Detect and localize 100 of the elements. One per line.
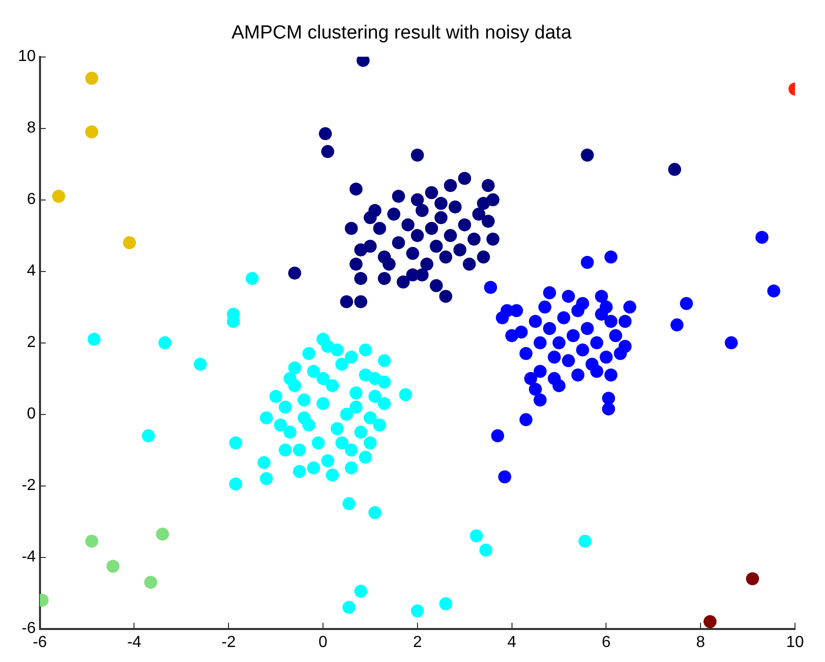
point (704, 615, 717, 628)
x-tick-label: 8 (696, 634, 706, 651)
point (350, 182, 363, 196)
point (528, 314, 542, 328)
point (482, 214, 495, 228)
point (618, 340, 632, 353)
x-tick-label: -4 (127, 634, 142, 651)
point (500, 304, 514, 318)
point (755, 230, 768, 244)
point (746, 572, 760, 586)
point (472, 208, 486, 221)
x-tick-label: 6 (602, 634, 611, 651)
point (354, 272, 368, 285)
point (378, 250, 391, 264)
point (528, 382, 542, 396)
point (505, 329, 518, 342)
point (458, 218, 472, 232)
point (430, 240, 443, 253)
point (468, 232, 481, 246)
point (425, 186, 438, 200)
chart-title: AMPCM clustering result with noisy data (231, 22, 572, 44)
point (623, 300, 636, 314)
point (484, 280, 498, 294)
point (534, 364, 547, 378)
point (519, 413, 532, 426)
point (580, 148, 594, 162)
point (519, 347, 532, 360)
y-tick-label: 10 (18, 48, 36, 66)
point (576, 296, 590, 310)
point (609, 329, 622, 342)
point (580, 322, 594, 335)
point (439, 290, 452, 303)
point (416, 268, 429, 282)
y-tick-label: 8 (26, 120, 36, 137)
point (392, 190, 406, 203)
x-tick-label: 0 (318, 634, 328, 651)
point (416, 204, 429, 218)
point (604, 250, 618, 264)
point (106, 560, 120, 573)
point (602, 392, 616, 405)
point (354, 243, 368, 256)
point (430, 279, 443, 292)
point (410, 193, 424, 206)
point (590, 336, 604, 350)
point (604, 314, 618, 328)
point (566, 329, 580, 342)
y-tick-label: 0 (26, 406, 36, 423)
point (543, 322, 556, 335)
point (538, 300, 552, 314)
point (618, 314, 632, 328)
point (562, 354, 575, 368)
point (476, 250, 490, 264)
point (288, 266, 302, 280)
point (420, 258, 434, 271)
y-tick-label: 2 (26, 334, 36, 352)
point (562, 290, 575, 303)
point (458, 172, 472, 185)
point (543, 286, 556, 300)
point (548, 350, 561, 364)
x-tick-label: 10 (786, 634, 804, 651)
point (552, 336, 566, 350)
point (144, 576, 158, 589)
point (767, 284, 780, 298)
point (680, 296, 693, 310)
point (364, 211, 377, 224)
point (590, 364, 604, 378)
point (448, 200, 462, 214)
x-tick-label: 4 (507, 634, 516, 651)
point (85, 534, 98, 548)
point (724, 336, 738, 350)
point (600, 350, 613, 364)
point (85, 125, 98, 138)
point (571, 368, 584, 382)
point (392, 236, 406, 250)
point (318, 127, 332, 140)
point (534, 394, 547, 406)
point (524, 372, 538, 386)
point (444, 179, 457, 192)
point (410, 148, 424, 162)
point (668, 162, 682, 176)
point (85, 72, 98, 85)
point (434, 196, 448, 210)
point (594, 290, 608, 303)
x-tick-label: -2 (221, 634, 236, 651)
point (340, 295, 354, 308)
point (344, 222, 358, 235)
y-tick-label: 6 (26, 191, 36, 208)
point (604, 368, 618, 382)
x-tick-label: 2 (412, 634, 422, 651)
point (552, 379, 566, 392)
point (396, 276, 410, 289)
point (401, 218, 414, 232)
point (486, 232, 500, 246)
point (434, 211, 448, 224)
point (321, 145, 334, 158)
point (354, 295, 368, 308)
point (482, 179, 495, 192)
point (670, 318, 684, 332)
point (439, 250, 452, 264)
point (373, 222, 386, 235)
